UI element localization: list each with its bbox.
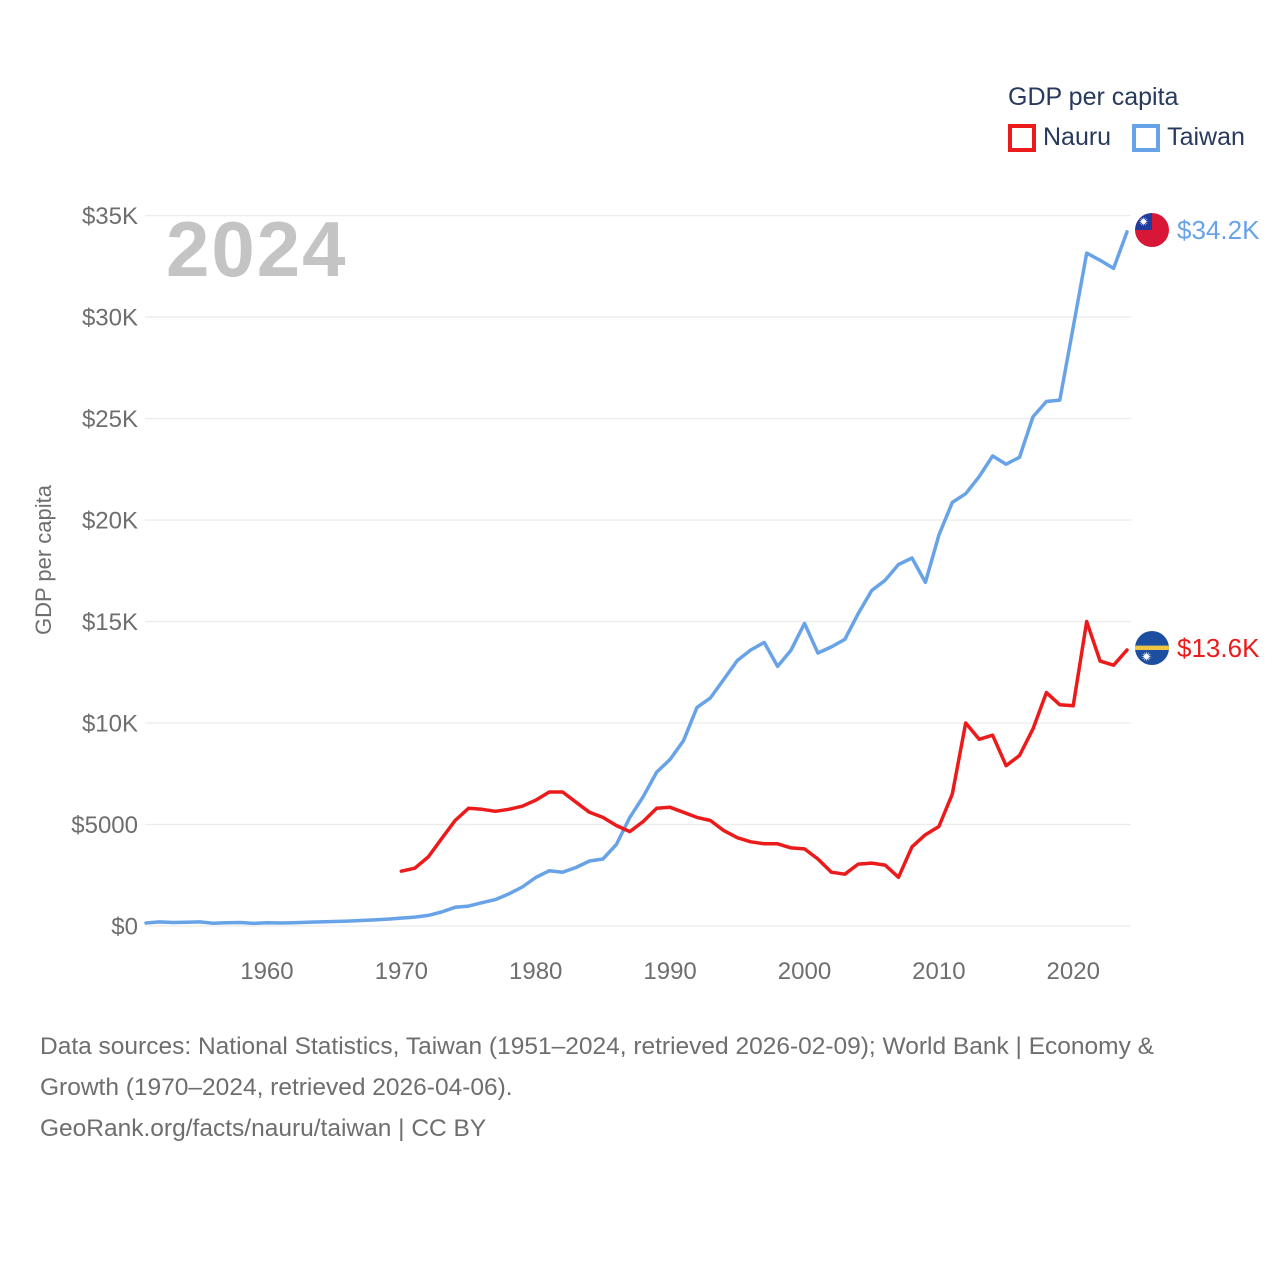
taiwan-end-value-label: $34.2K [1177, 215, 1260, 245]
y-tick-label: $35K [82, 203, 138, 230]
footer-sources-line1: Data sources: National Statistics, Taiwa… [40, 1033, 1154, 1060]
series-lines [144, 230, 1129, 926]
legend-title: GDP per capita [1008, 83, 1179, 111]
legend-item-nauru[interactable]: Nauru [1008, 123, 1111, 152]
nauru-line[interactable] [399, 619, 1129, 880]
footer-sources-line2: Growth (1970–2024, retrieved 2026-04-06)… [40, 1074, 513, 1101]
chart-plot-area: $0 $5000 $10K $15K $20K $25K $30K $35K 1960 1970… [71, 203, 1260, 985]
legend-label-nauru: Nauru [1043, 123, 1112, 151]
legend-label-taiwan: Taiwan [1167, 123, 1245, 151]
legend-row: Nauru Taiwan [1008, 123, 1268, 152]
nauru-end-value-label: $13.6K [1177, 633, 1260, 663]
nauru-flag-stripe [1135, 645, 1169, 650]
y-tick-label: $20K [82, 508, 138, 535]
legend-item-taiwan[interactable]: Taiwan [1132, 123, 1245, 152]
x-tick-label: 1980 [509, 958, 562, 985]
nauru-flag-star-icon [1141, 651, 1152, 662]
taiwan-swatch-icon [1132, 123, 1161, 152]
y-tick-label: $30K [82, 305, 138, 332]
gridlines [145, 214, 1131, 927]
y-tick-labels: $0 $5000 $10K $15K $20K $25K $30K $35K [71, 203, 138, 940]
x-tick-label: 1960 [240, 958, 293, 985]
x-tick-label: 2000 [778, 958, 831, 985]
footer-attribution: GeoRank.org/facts/nauru/taiwan | CC BY [40, 1115, 487, 1142]
y-tick-label: $0 [111, 914, 138, 941]
y-tick-label: $5000 [71, 812, 138, 839]
taiwan-flag-marker [1135, 213, 1169, 247]
x-tick-label: 2010 [912, 958, 965, 985]
taiwan-flag-sun-icon [1138, 216, 1149, 227]
nauru-swatch-icon [1008, 123, 1036, 152]
y-tick-label: $25K [82, 406, 138, 433]
x-tick-labels: 1960 1970 1980 1990 2000 2010 2020 [240, 958, 1100, 985]
taiwan-line[interactable] [144, 230, 1129, 926]
y-tick-label: $15K [82, 609, 138, 636]
footer: Data sources: National Statistics, Taiwa… [40, 1026, 1240, 1149]
x-tick-label: 2020 [1047, 958, 1100, 985]
x-tick-label: 1990 [643, 958, 696, 985]
legend: GDP per capita Nauru Taiwan [1008, 82, 1268, 152]
year-watermark: 2024 [166, 205, 348, 293]
y-tick-label: $10K [82, 711, 138, 738]
nauru-flag-marker [1135, 631, 1169, 665]
x-tick-label: 1970 [375, 958, 428, 985]
